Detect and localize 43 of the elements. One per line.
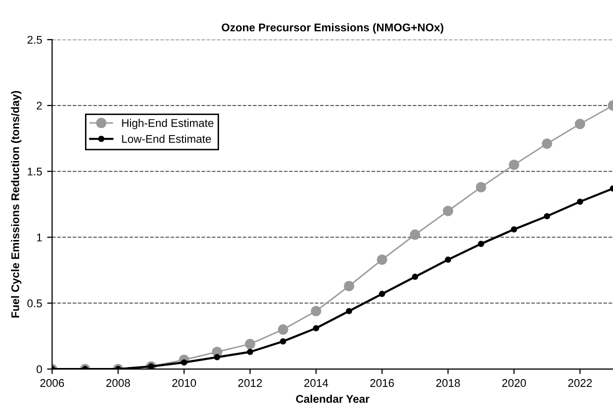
x-tick-label: 2018 (436, 379, 460, 387)
point (246, 348, 254, 356)
point (214, 354, 220, 360)
point (312, 325, 320, 332)
x-tick-label: 2008 (106, 379, 130, 387)
y-axis-title: Fuel Cycle Emissions Reduction (tons/day) (11, 90, 22, 318)
point (574, 118, 586, 130)
point (376, 254, 388, 265)
y-tick-label: 0 (36, 365, 42, 374)
x-axis-title: Calendar Year (296, 394, 370, 403)
point (542, 138, 552, 149)
legend-label: High-End Estimate (122, 118, 214, 130)
y-tick-label: 2.5 (27, 36, 42, 44)
point (344, 280, 354, 292)
point (544, 213, 550, 220)
point (476, 182, 486, 192)
point (278, 324, 288, 335)
point (244, 338, 256, 350)
point (310, 306, 322, 316)
y-tick-label: 1 (37, 234, 42, 242)
y-tick-label: 1.5 (28, 168, 42, 176)
point (510, 226, 518, 232)
point (346, 308, 352, 314)
x-tick-label: 2020 (502, 379, 526, 387)
point (576, 198, 584, 205)
point (508, 160, 520, 170)
point (442, 206, 454, 216)
point (444, 256, 452, 263)
x-tick-label: 2016 (370, 379, 394, 387)
y-tick-label: 0.5 (27, 299, 42, 308)
chart-title: Ozone Precursor Emissions (NMOG+NOx) (222, 23, 444, 34)
point (280, 338, 286, 344)
point (378, 290, 386, 298)
x-tick-label: 2012 (238, 379, 262, 387)
point (410, 229, 420, 240)
x-tick-label: 2014 (304, 379, 328, 387)
x-tick-label: 2010 (172, 379, 196, 387)
y-tick-label: 2 (36, 102, 42, 110)
legend-label: Low-End Estimate (122, 134, 211, 143)
point (412, 274, 418, 280)
x-tick-label: 2006 (40, 379, 64, 387)
x-tick-label: 2022 (568, 379, 592, 387)
point (478, 240, 484, 247)
